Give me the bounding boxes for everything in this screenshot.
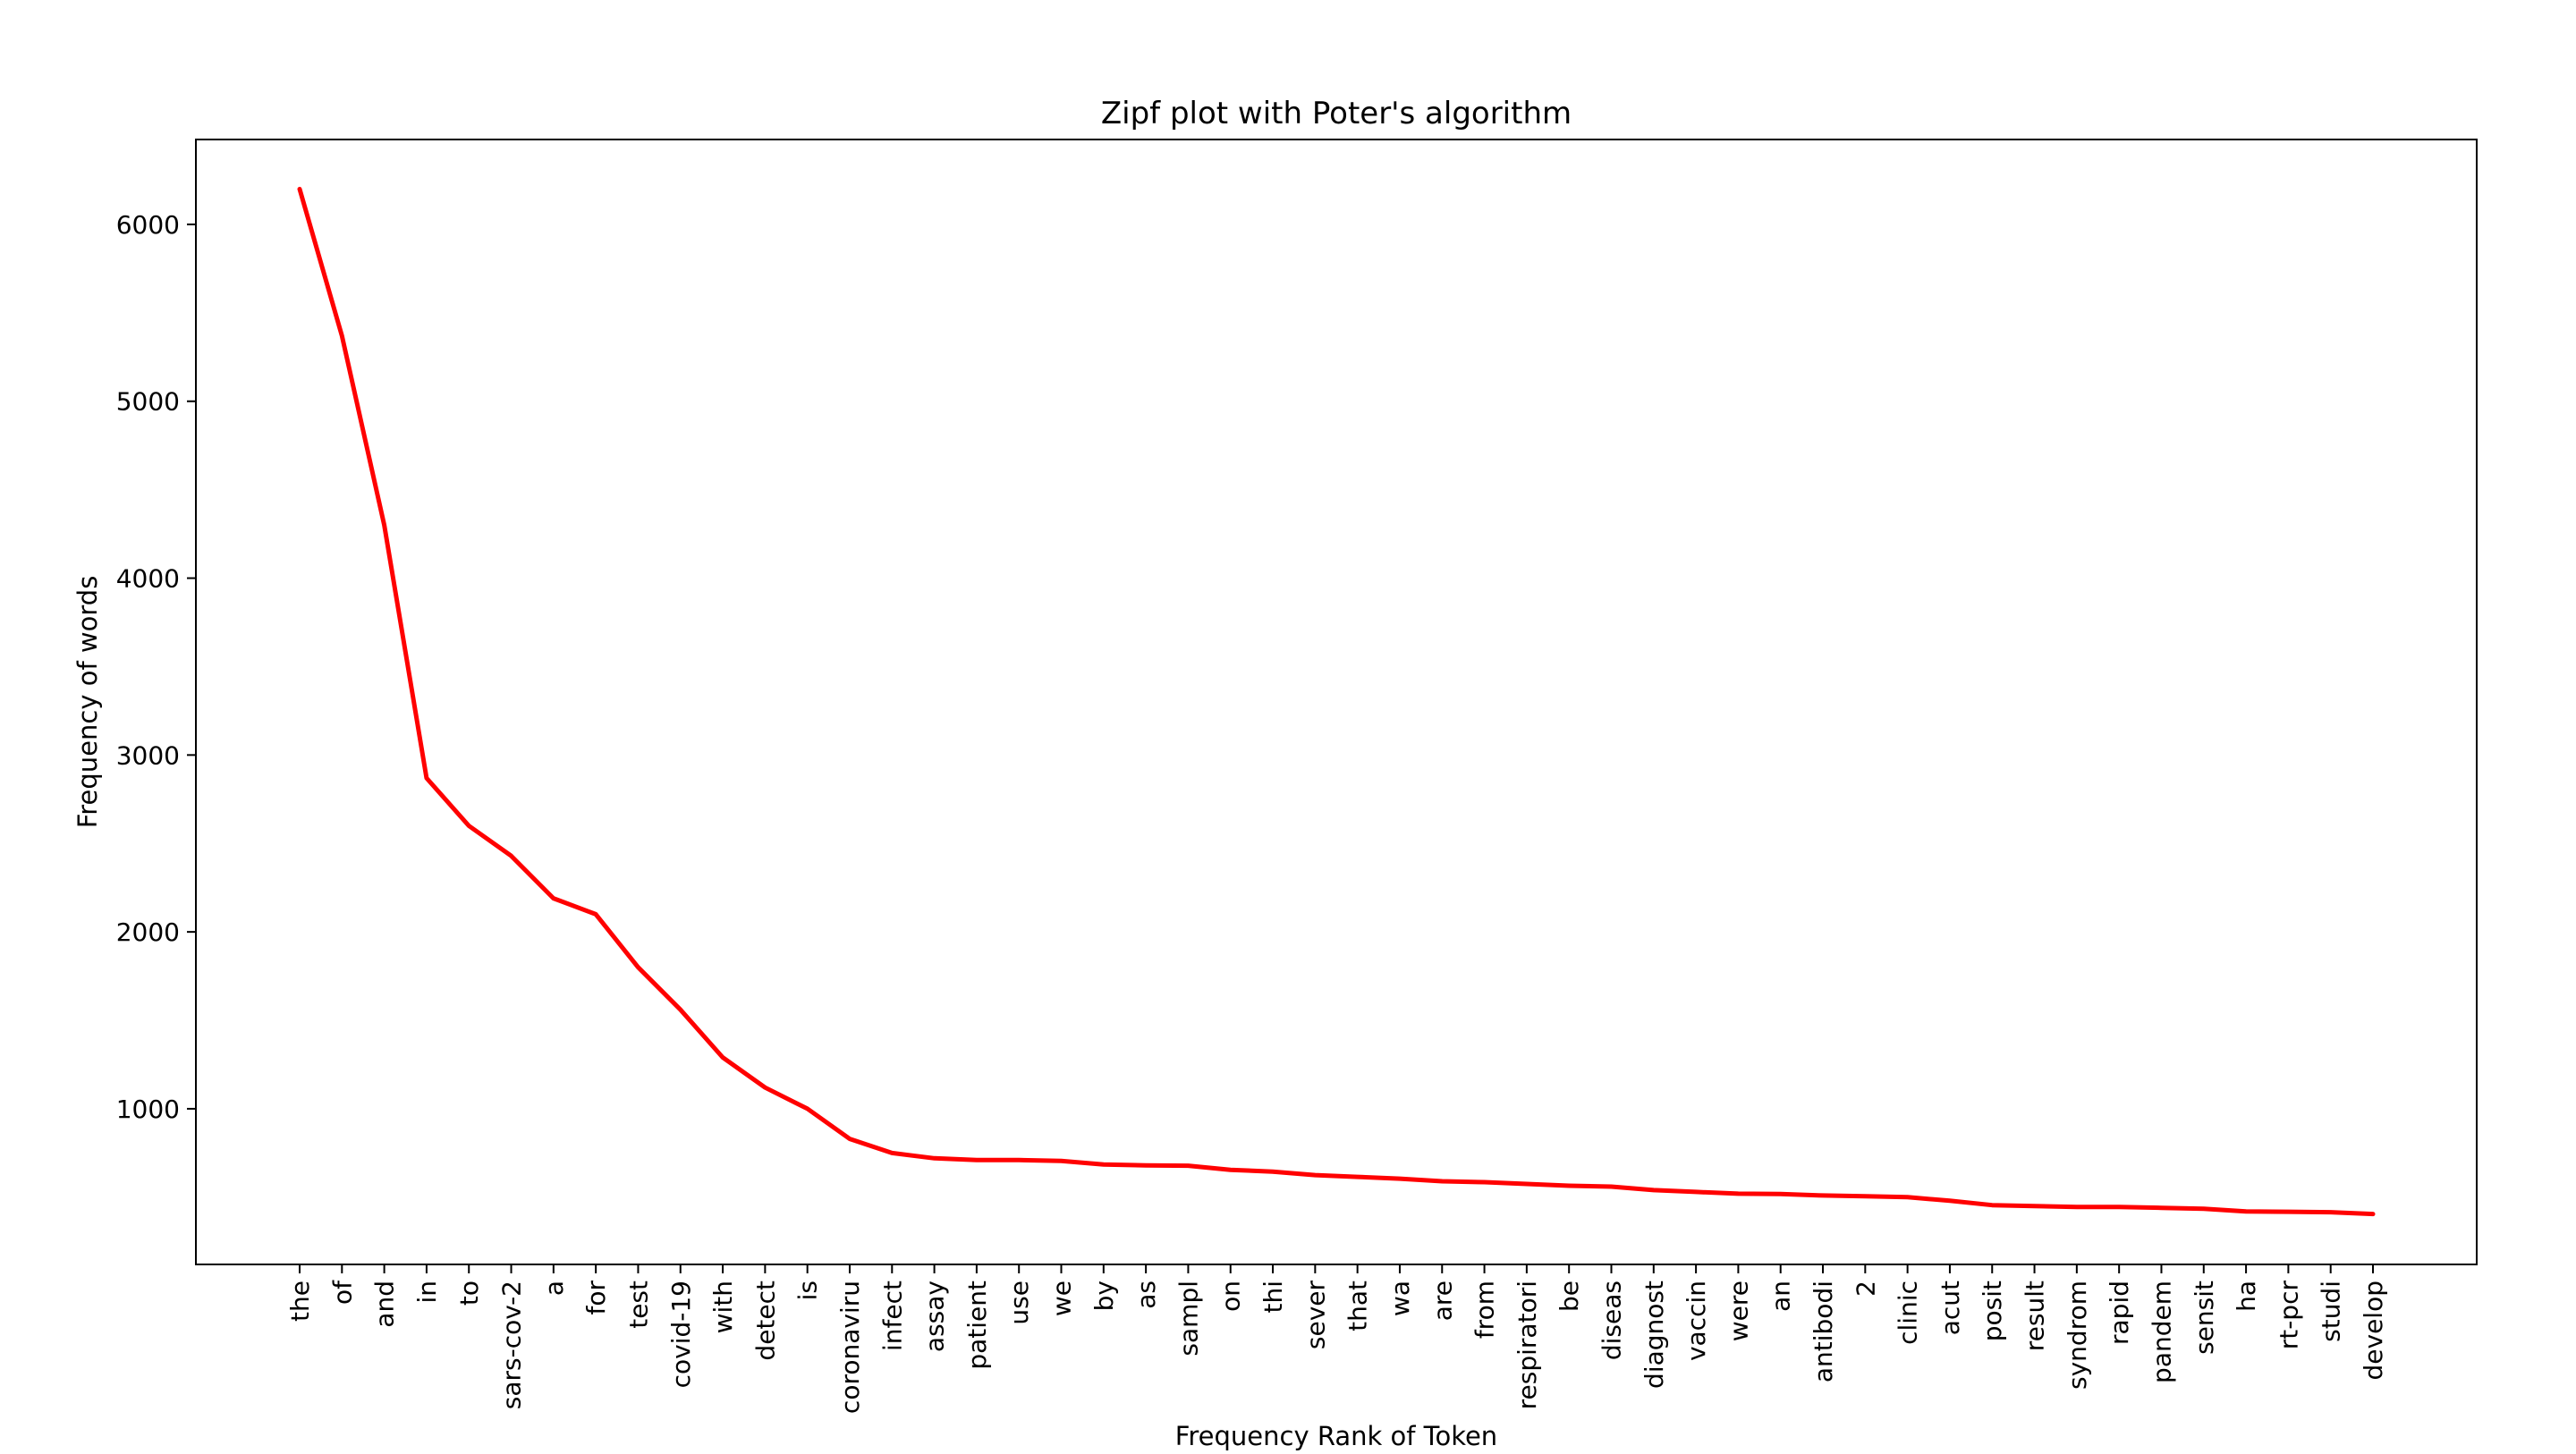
x-tick-label: with — [708, 1281, 738, 1333]
x-tick-label: is — [793, 1281, 823, 1300]
x-tick-label: wa — [1385, 1281, 1415, 1316]
x-tick-label: coronaviru — [835, 1281, 865, 1414]
x-tick-label: acut — [1936, 1281, 1965, 1335]
x-tick-label: thi — [1258, 1281, 1288, 1314]
x-tick-label: were — [1724, 1281, 1753, 1341]
x-tick-label: antibodi — [1809, 1281, 1838, 1382]
x-tick-label: diseas — [1597, 1281, 1626, 1360]
y-tick-label: 5000 — [116, 387, 180, 417]
x-tick-label: we — [1047, 1281, 1077, 1316]
x-tick-label: a — [539, 1281, 569, 1296]
x-axis-label: Frequency Rank of Token — [1175, 1421, 1497, 1450]
x-tick-label: from — [1470, 1281, 1500, 1339]
x-tick-label: result — [2021, 1281, 2050, 1351]
x-tick-label: respiratori — [1513, 1281, 1542, 1409]
x-tick-label: and — [370, 1281, 400, 1328]
x-tick-label: test — [623, 1281, 653, 1329]
x-tick-label: by — [1089, 1281, 1119, 1311]
x-tick-label: for — [581, 1281, 611, 1315]
x-tick-label: an — [1767, 1281, 1796, 1312]
x-tick-label: vaccin — [1682, 1281, 1711, 1361]
frequency-series-line — [297, 186, 2376, 1217]
x-tick-label: infect — [877, 1281, 907, 1351]
y-axis: 1000 2000 3000 4000 5000 6000 — [116, 210, 196, 1124]
x-tick-label: patient — [962, 1281, 992, 1370]
y-tick-label: 3000 — [116, 740, 180, 770]
x-tick-label: posit — [1978, 1281, 2007, 1341]
x-tick-label: sever — [1301, 1281, 1330, 1350]
chart-title: Zipf plot with Poter's algorithm — [1101, 96, 1572, 131]
x-tick-label: be — [1555, 1281, 1584, 1312]
x-tick-label: sars-cov-2 — [497, 1281, 527, 1409]
x-axis: the of and in to sars-cov-2 a for test covid-19 wi… — [285, 1264, 2388, 1414]
x-tick-label: the — [285, 1281, 315, 1322]
x-tick-label: diagnost — [1640, 1281, 1669, 1389]
y-tick-label: 4000 — [116, 564, 180, 594]
x-tick-label: covid-19 — [666, 1281, 696, 1388]
x-tick-label: in — [412, 1281, 442, 1304]
x-tick-label: to — [454, 1281, 484, 1306]
x-tick-label: sensit — [2190, 1281, 2219, 1355]
x-tick-label: rapid — [2105, 1281, 2134, 1345]
x-tick-label: use — [1004, 1281, 1034, 1325]
x-tick-label: on — [1216, 1281, 1246, 1312]
y-tick-label: 1000 — [116, 1095, 180, 1124]
x-tick-label: are — [1428, 1281, 1457, 1321]
x-tick-label: assay — [920, 1281, 950, 1352]
x-tick-label: syndrom — [2063, 1281, 2092, 1390]
x-tick-label: develop — [2359, 1281, 2388, 1380]
x-tick-label: detect — [750, 1281, 780, 1361]
x-tick-label: sampl — [1174, 1281, 1203, 1357]
x-tick-label: clinic — [1894, 1281, 1923, 1345]
x-tick-label: 2 — [1851, 1281, 1880, 1297]
x-tick-label: ha — [2232, 1281, 2261, 1312]
y-axis-label: Frequency of words — [72, 576, 103, 829]
x-tick-label: pandem — [2147, 1281, 2176, 1383]
x-tick-label: that — [1343, 1281, 1373, 1331]
y-tick-label: 6000 — [116, 210, 180, 240]
plot-area-frame — [195, 139, 2478, 1265]
x-tick-label: as — [1131, 1281, 1161, 1309]
x-tick-label: rt-pcr — [2274, 1281, 2303, 1350]
x-tick-label: of — [327, 1280, 357, 1305]
y-tick-label: 2000 — [116, 917, 180, 947]
x-tick-label: studi — [2317, 1281, 2346, 1342]
